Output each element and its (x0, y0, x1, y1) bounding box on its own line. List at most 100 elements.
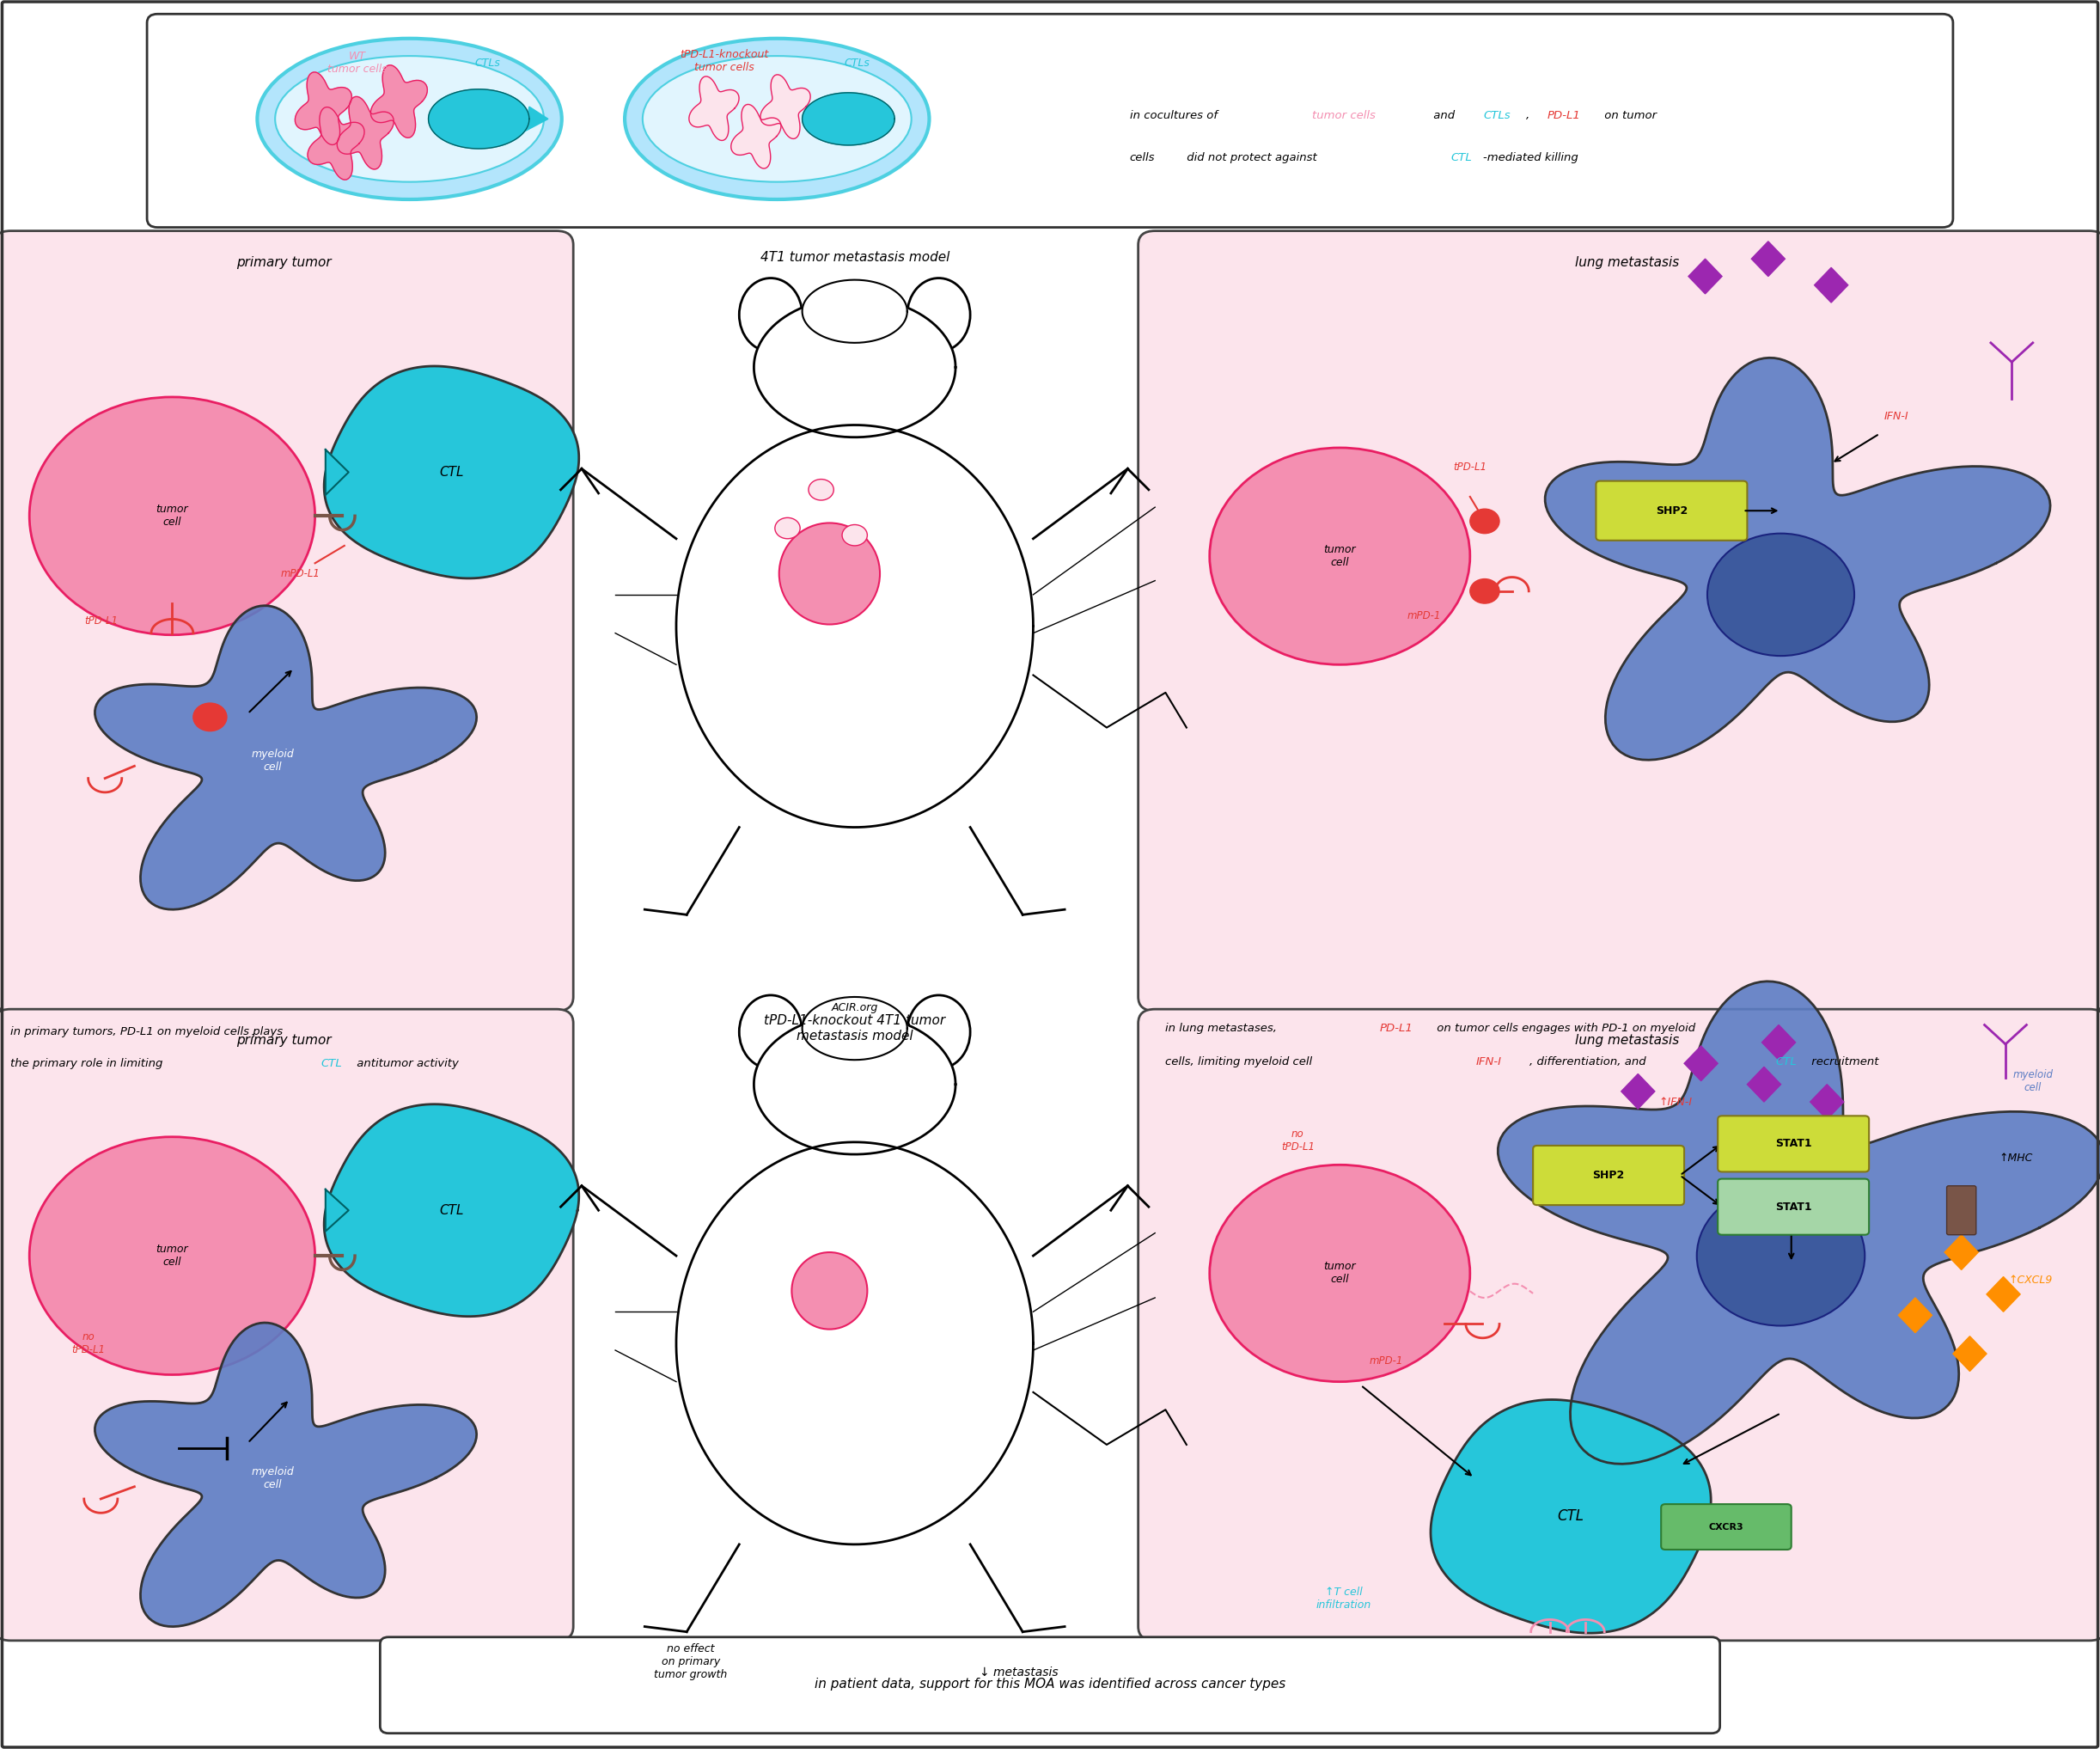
Polygon shape (326, 449, 349, 495)
Polygon shape (802, 280, 907, 343)
Circle shape (1470, 579, 1499, 603)
Text: ↑IFN-I: ↑IFN-I (1659, 1097, 1693, 1107)
FancyBboxPatch shape (1533, 1146, 1684, 1205)
Text: no effect
on primary
tumor growth: no effect on primary tumor growth (655, 1642, 727, 1681)
Ellipse shape (739, 278, 802, 352)
Polygon shape (689, 77, 739, 140)
Polygon shape (731, 105, 781, 168)
FancyBboxPatch shape (0, 231, 573, 1011)
Text: lung metastasis: lung metastasis (1575, 1034, 1680, 1048)
Text: no
tPD-L1: no tPD-L1 (71, 1331, 105, 1355)
Text: IFN-I: IFN-I (1476, 1056, 1501, 1067)
Ellipse shape (907, 278, 970, 352)
Text: mPD-1: mPD-1 (1407, 610, 1441, 621)
Text: CTL: CTL (321, 1058, 342, 1069)
Circle shape (808, 479, 834, 500)
Text: the primary role in limiting: the primary role in limiting (10, 1058, 166, 1069)
Text: cells: cells (1130, 152, 1155, 163)
Text: on tumor cells engages with PD-1 on myeloid: on tumor cells engages with PD-1 on myel… (1432, 1023, 1695, 1034)
Ellipse shape (275, 56, 544, 182)
Text: SHP2: SHP2 (1592, 1170, 1625, 1181)
Text: did not protect against: did not protect against (1184, 152, 1321, 163)
Polygon shape (525, 107, 548, 131)
Polygon shape (802, 93, 895, 145)
Polygon shape (1430, 1399, 1711, 1634)
Text: tumor
cell: tumor cell (155, 1244, 189, 1268)
Text: ↑T cell
infiltration: ↑T cell infiltration (1317, 1586, 1371, 1611)
Text: in patient data, support for this MOA was identified across cancer types: in patient data, support for this MOA wa… (815, 1677, 1285, 1691)
Text: tumor
cell: tumor cell (1323, 1261, 1357, 1286)
FancyBboxPatch shape (147, 14, 1953, 227)
Ellipse shape (779, 523, 880, 624)
Text: myeloid
cell: myeloid cell (252, 1466, 294, 1490)
Text: lung metastasis: lung metastasis (1575, 255, 1680, 269)
Text: myeloid
cell: myeloid cell (2012, 1069, 2054, 1093)
Polygon shape (326, 1189, 349, 1231)
Polygon shape (1621, 1074, 1655, 1109)
Text: tumor cells: tumor cells (1312, 110, 1376, 121)
Polygon shape (1898, 1298, 1932, 1333)
Ellipse shape (626, 38, 928, 199)
FancyBboxPatch shape (1138, 1009, 2100, 1641)
Text: in cocultures of: in cocultures of (1130, 110, 1220, 121)
Text: tPD-L1-knockout
tumor cells: tPD-L1-knockout tumor cells (680, 49, 769, 73)
Circle shape (1470, 509, 1499, 533)
Polygon shape (1688, 259, 1722, 294)
Ellipse shape (739, 995, 802, 1069)
Text: tumor
cell: tumor cell (155, 504, 189, 528)
Circle shape (1707, 533, 1854, 656)
Text: IFN-I: IFN-I (1884, 411, 1909, 422)
FancyBboxPatch shape (1718, 1179, 1869, 1235)
Polygon shape (1953, 1336, 1987, 1371)
Text: ↑MHC: ↑MHC (1999, 1153, 2033, 1163)
Circle shape (1210, 448, 1470, 665)
Text: ACIR.org: ACIR.org (832, 1002, 878, 1013)
Polygon shape (676, 1142, 1033, 1544)
Polygon shape (323, 366, 580, 579)
Text: CTL: CTL (439, 1203, 464, 1217)
Text: PD-L1: PD-L1 (1548, 110, 1581, 121)
Text: ,: , (1527, 110, 1533, 121)
Polygon shape (309, 107, 365, 180)
Text: PD-L1: PD-L1 (1380, 1023, 1413, 1034)
FancyBboxPatch shape (0, 1009, 573, 1641)
Circle shape (29, 1137, 315, 1375)
Text: -mediated killing: -mediated killing (1483, 152, 1579, 163)
Text: ↓ metastasis: ↓ metastasis (979, 1667, 1058, 1677)
Text: CTL: CTL (1451, 152, 1472, 163)
Text: CTLs: CTLs (475, 58, 500, 68)
Polygon shape (1497, 981, 2100, 1464)
Polygon shape (1987, 1277, 2020, 1312)
Text: SHP2: SHP2 (1655, 505, 1688, 516)
Text: no
tPD-L1: no tPD-L1 (1281, 1128, 1315, 1153)
Polygon shape (94, 605, 477, 909)
Text: CXCR3: CXCR3 (1709, 1523, 1743, 1530)
Text: in lung metastases,: in lung metastases, (1166, 1023, 1281, 1034)
Polygon shape (1747, 1067, 1781, 1102)
Text: tumor
cell: tumor cell (1323, 544, 1357, 568)
Text: CTL: CTL (439, 465, 464, 479)
Text: mPD-L1: mPD-L1 (281, 568, 319, 579)
Text: mPD-1: mPD-1 (1369, 1355, 1403, 1366)
Text: and: and (1430, 110, 1457, 121)
Text: , differentiation, and: , differentiation, and (1529, 1056, 1651, 1067)
Circle shape (29, 397, 315, 635)
Circle shape (193, 703, 227, 731)
Polygon shape (676, 425, 1033, 827)
Polygon shape (1684, 1046, 1718, 1081)
Polygon shape (323, 1104, 580, 1317)
Text: CTLs: CTLs (1483, 110, 1510, 121)
Polygon shape (754, 297, 955, 437)
Circle shape (775, 518, 800, 539)
Polygon shape (760, 75, 811, 138)
Text: 4T1 tumor metastasis model: 4T1 tumor metastasis model (760, 250, 949, 264)
Text: CTLs: CTLs (844, 58, 869, 68)
Text: CTL: CTL (1558, 1509, 1583, 1523)
Polygon shape (338, 96, 395, 170)
Text: STAT1: STAT1 (1774, 1139, 1812, 1149)
Text: tPD-L1-knockout 4T1 tumor
metastasis model: tPD-L1-knockout 4T1 tumor metastasis mod… (764, 1014, 945, 1042)
Circle shape (842, 525, 867, 546)
Polygon shape (1814, 268, 1848, 303)
Text: WT
tumor cells: WT tumor cells (328, 51, 386, 75)
Text: myeloid
cell: myeloid cell (252, 749, 294, 773)
